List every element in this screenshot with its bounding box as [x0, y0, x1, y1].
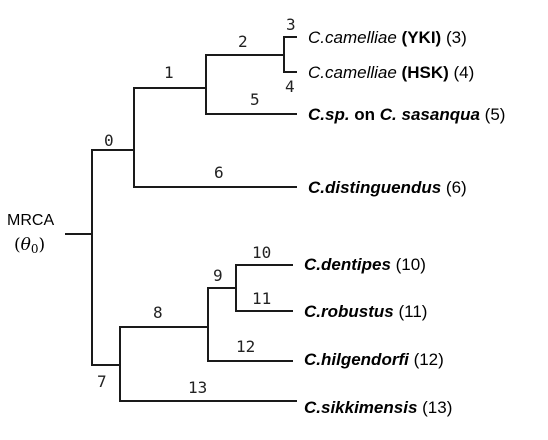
node-label-7: 7: [97, 372, 107, 391]
node-label-9: 9: [213, 266, 223, 285]
leaf-sp-on-sasanqua: C.sp. on C. sasanqua (5): [308, 105, 505, 124]
leaf-sas-num: (5): [485, 105, 506, 124]
leaf-hsk-genus: C.: [308, 63, 325, 82]
leaf-camelliae-yki: C.camelliae (YKI) (3): [308, 28, 467, 47]
leaf-hilgendorfi: C.hilgendorfi (12): [304, 350, 444, 369]
node-label-2: 2: [238, 32, 248, 51]
leaf-dis-num: (6): [446, 178, 467, 197]
node-label-13: 13: [188, 378, 207, 397]
leaf-den-name: C.dentipes: [304, 255, 391, 274]
leaf-sas-name: C.sp.: [308, 105, 350, 124]
node-label-11: 11: [252, 289, 271, 308]
leaf-sik-num: (13): [422, 398, 452, 417]
leaf-hil-name: C.hilgendorfi: [304, 350, 410, 369]
leaf-hsk-num: (4): [454, 63, 475, 82]
leaf-sas-on: on: [350, 105, 380, 124]
leaf-den-num: (10): [396, 255, 426, 274]
leaf-robustus: C.robustus (11): [304, 302, 427, 321]
leaf-dis-name: C.distinguendus: [308, 178, 441, 197]
leaf-rob-name: C.robustus: [304, 302, 394, 321]
node-label-0: 0: [104, 131, 114, 150]
leaf-yki-species: camelliae: [325, 28, 397, 47]
node-label-4: 4: [285, 77, 295, 96]
root-theta-symbol: θ: [21, 235, 31, 255]
root-theta-open: (: [14, 235, 21, 255]
leaf-distinguendus: C.distinguendus (6): [308, 178, 467, 197]
leaf-yki-strain: (YKI): [402, 28, 442, 47]
leaf-sas-host: C. sasanqua: [380, 105, 480, 124]
leaf-hsk-species: camelliae: [325, 63, 397, 82]
leaf-sik-name: C.sikkimensis: [304, 398, 417, 417]
node-label-3: 3: [286, 15, 296, 34]
leaf-labels: C.camelliae (YKI) (3) C.camelliae (HSK) …: [304, 28, 505, 417]
node-label-10: 10: [252, 243, 271, 262]
leaf-dentipes: C.dentipes (10): [304, 255, 426, 274]
root-label: MRCA (θ0): [7, 212, 54, 256]
leaf-sikkimensis: C.sikkimensis (13): [304, 398, 452, 417]
leaf-yki-genus: C.: [308, 28, 325, 47]
root-theta-label: (θ0): [14, 235, 45, 256]
leaf-camelliae-hsk: C.camelliae (HSK) (4): [308, 63, 474, 82]
node-labels: 0 1 2 3 4 5 6 7 8 9 10 11 12 13: [97, 15, 296, 397]
node-label-6: 6: [214, 163, 224, 182]
leaf-hil-num: (12): [414, 350, 444, 369]
leaf-rob-num: (11): [398, 302, 427, 321]
leaf-yki-num: (3): [446, 28, 467, 47]
tree-branches: [65, 36, 297, 402]
root-theta-sub: 0: [31, 242, 39, 256]
node-label-12: 12: [236, 337, 255, 356]
node-label-8: 8: [153, 303, 163, 322]
node-label-1: 1: [164, 63, 174, 82]
node-label-5: 5: [250, 90, 260, 109]
root-theta-close: ): [39, 235, 46, 255]
leaf-hsk-strain: (HSK): [402, 63, 449, 82]
root-mrca-label: MRCA: [7, 212, 54, 229]
